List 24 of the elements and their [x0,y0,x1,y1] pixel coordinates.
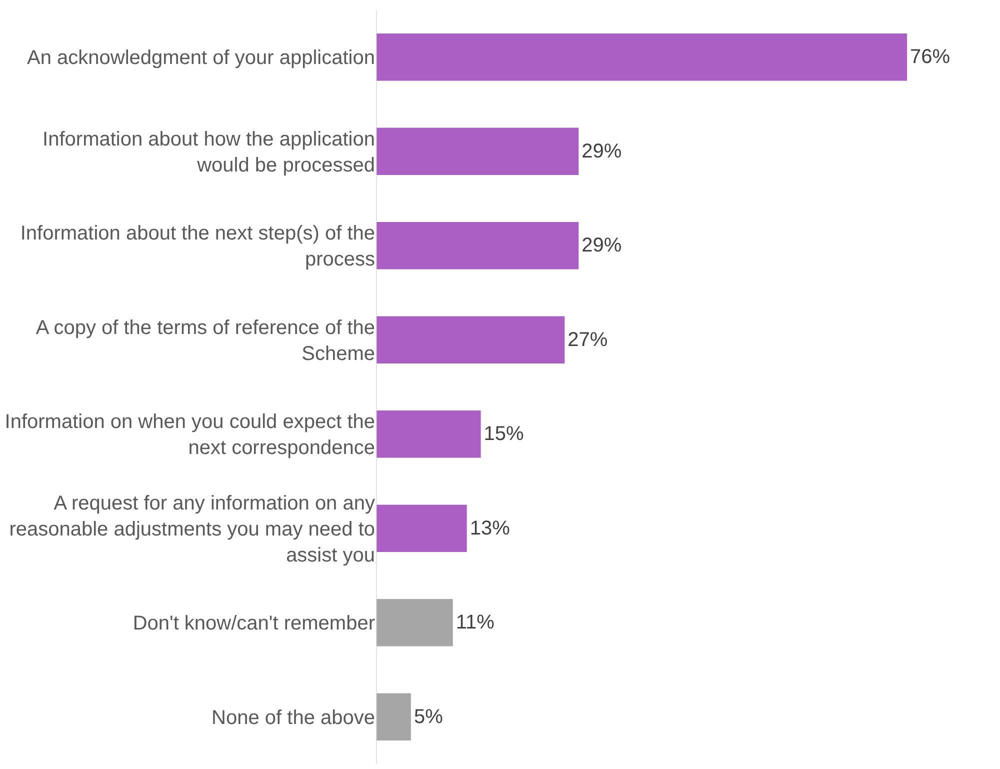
y-tick-label: Information about the next step(s) of the process [20,222,375,271]
data-label: 11% [456,612,495,634]
y-tick-label: Information about how the application would be processed [42,128,375,176]
bar [376,410,481,458]
y-tick-label: Don't know/can't remember [132,612,376,635]
data-label: 15% [484,423,524,446]
y-tick-label: A request for any information on any reasonable adjustments you may need to assist you [9,492,375,566]
y-tick-label: None of the above [212,706,375,729]
data-label: 5% [414,706,444,728]
y-tick-label: Information on when you could expect the next correspondence [4,411,375,460]
y-tick-label: An acknowledgment of your application [27,47,375,70]
data-label: 29% [582,140,622,162]
bar [376,222,579,270]
bar [376,504,467,552]
bar [376,128,579,175]
data-label: 29% [582,234,622,257]
bar [376,34,908,81]
bar [376,316,565,364]
data-label: 27% [568,328,608,351]
y-tick-label: A copy of the terms of reference of the Scheme [36,316,375,365]
data-label: 13% [470,517,510,540]
bar [376,599,453,646]
bar [376,693,411,740]
data-label: 76% [910,46,950,68]
